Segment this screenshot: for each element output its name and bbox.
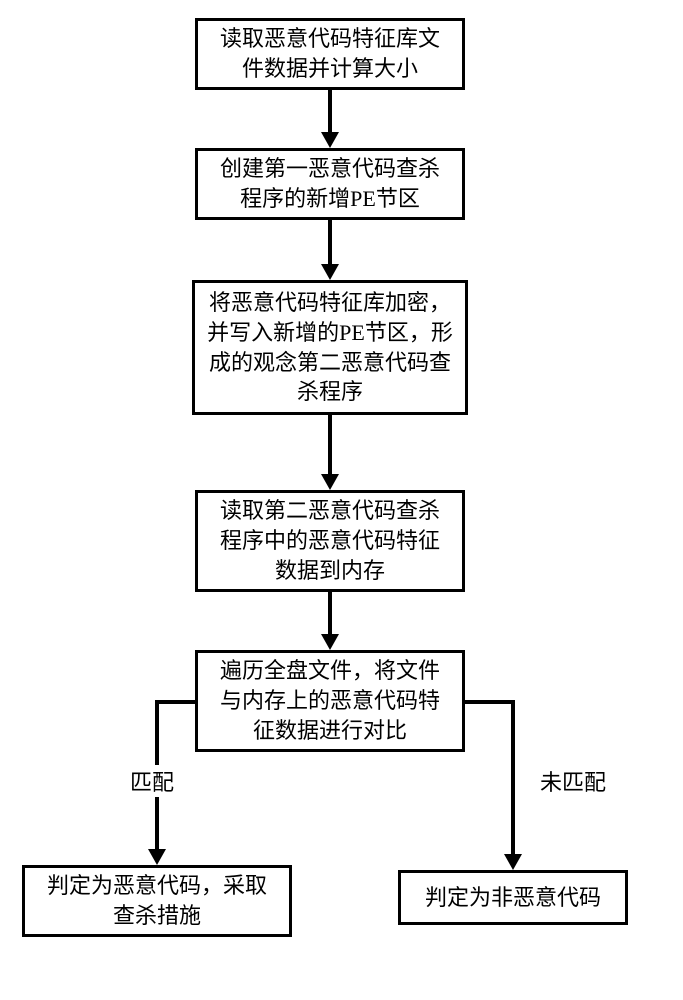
node-text: 读取第二恶意代码查杀程序中的恶意代码特征数据到内存 xyxy=(210,496,450,585)
arrow-line xyxy=(155,700,195,704)
arrow-line xyxy=(328,592,332,636)
arrow-head-icon xyxy=(504,854,522,870)
flowchart-node: 遍历全盘文件，将文件与内存上的恶意代码特征数据进行对比 xyxy=(195,650,465,752)
arrow-head-icon xyxy=(148,849,166,865)
flowchart-node: 读取恶意代码特征库文件数据并计算大小 xyxy=(195,18,465,90)
arrow-head-icon xyxy=(321,634,339,650)
arrow-head-icon xyxy=(321,264,339,280)
arrow-head-icon xyxy=(321,474,339,490)
edge-label: 匹配 xyxy=(128,765,176,797)
arrow-line xyxy=(511,700,515,856)
flowchart-node: 读取第二恶意代码查杀程序中的恶意代码特征数据到内存 xyxy=(195,490,465,592)
arrow-line xyxy=(465,700,515,704)
arrow-head-icon xyxy=(321,132,339,148)
arrow-line xyxy=(328,90,332,134)
flowchart-node: 创建第一恶意代码查杀程序的新增PE节区 xyxy=(195,148,465,220)
flowchart-node: 判定为非恶意代码 xyxy=(398,870,628,925)
node-text: 读取恶意代码特征库文件数据并计算大小 xyxy=(210,24,450,83)
flowchart-node: 将恶意代码特征库加密，并写入新增的PE节区，形成的观念第二恶意代码查杀程序 xyxy=(192,280,468,415)
flowchart-node: 判定为恶意代码，采取查杀措施 xyxy=(22,865,292,937)
edge-label-text: 未匹配 xyxy=(540,770,606,795)
edge-label: 未匹配 xyxy=(538,765,608,797)
node-text: 判定为非恶意代码 xyxy=(425,883,601,913)
node-text: 创建第一恶意代码查杀程序的新增PE节区 xyxy=(210,154,450,213)
flowchart-container: 读取恶意代码特征库文件数据并计算大小 创建第一恶意代码查杀程序的新增PE节区 将… xyxy=(0,0,683,1000)
node-text: 遍历全盘文件，将文件与内存上的恶意代码特征数据进行对比 xyxy=(210,656,450,745)
node-text: 判定为恶意代码，采取查杀措施 xyxy=(37,871,277,930)
arrow-line xyxy=(328,415,332,476)
arrow-line xyxy=(328,220,332,266)
node-text: 将恶意代码特征库加密，并写入新增的PE节区，形成的观念第二恶意代码查杀程序 xyxy=(207,288,453,407)
edge-label-text: 匹配 xyxy=(130,770,174,795)
